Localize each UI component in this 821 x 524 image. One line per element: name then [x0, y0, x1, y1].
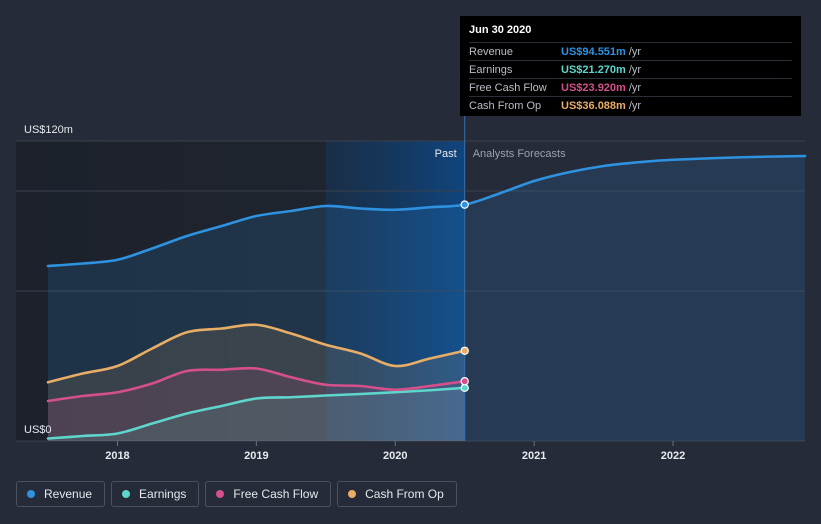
legend-label: Free Cash Flow: [233, 487, 319, 501]
legend-dot-icon: [216, 490, 225, 498]
x-tick-label: 2018: [105, 450, 129, 462]
earnings-line: [46, 386, 466, 440]
tooltip-value: US$23.920m: [561, 81, 626, 94]
revenue-line: [46, 154, 807, 268]
tooltip-label: Earnings: [469, 63, 513, 76]
free-cash-flow-line: [46, 366, 466, 403]
tooltip-date: Jun 30 2020: [469, 24, 532, 36]
series-markers: [460, 200, 469, 393]
y-axis-top-label: US$120m: [24, 124, 73, 136]
tooltip-value: US$94.551m: [561, 45, 626, 58]
tooltip-row-cash-from-op: Cash From Op US$36.088m/yr: [469, 96, 792, 114]
legend-label: Earnings: [139, 487, 187, 501]
tooltip-label: Cash From Op: [469, 99, 542, 112]
tooltip-row-earnings: Earnings US$21.270m/yr: [469, 60, 792, 78]
tooltip-unit: /yr: [628, 63, 642, 76]
tooltip-value: US$36.088m: [561, 99, 626, 112]
chart: Past Analysts Forecasts US$120m US$0 201…: [16, 16, 807, 462]
tooltip-unit: /yr: [628, 99, 642, 112]
tooltip-label: Revenue: [469, 45, 514, 58]
tooltip-value: US$21.270m: [561, 63, 626, 76]
legend-item-earnings[interactable]: Earnings: [111, 481, 200, 507]
analysts-forecasts-label: Analysts Forecasts: [473, 148, 566, 160]
legend-item-cash-from-op[interactable]: Cash From Op: [337, 481, 457, 507]
tooltip: Jun 30 2020 Revenue US$94.551m/yr Earnings…: [460, 16, 801, 116]
y-axis-bottom-label: US$0: [24, 424, 52, 436]
tooltip-row-revenue: Revenue US$94.551m/yr: [469, 42, 792, 60]
x-tick-label: 2020: [383, 450, 407, 462]
legend-label: Cash From Op: [365, 487, 444, 501]
legend-item-revenue[interactable]: Revenue: [16, 481, 106, 507]
free-cash-flow-point[interactable]: [460, 377, 469, 386]
x-tick-label: 2021: [522, 450, 546, 462]
earnings-area: [48, 387, 465, 441]
legend-dot-icon: [27, 490, 35, 498]
legend-label: Revenue: [44, 487, 93, 501]
cash-from-op-line: [46, 323, 466, 384]
legend-item-free-cash-flow[interactable]: Free Cash Flow: [205, 481, 332, 507]
past-label: Past: [435, 148, 457, 160]
tooltip-label: Free Cash Flow: [469, 81, 547, 94]
tooltip-row-free-cash-flow: Free Cash Flow US$23.920m/yr: [469, 78, 792, 96]
x-axis: 2018 2019 2020 2021 2022: [105, 441, 685, 462]
tooltip-unit: /yr: [628, 45, 642, 58]
cash-from-op-point[interactable]: [460, 346, 469, 355]
x-tick-label: 2019: [244, 450, 268, 462]
legend-dot-icon: [122, 490, 131, 498]
x-tick-label: 2022: [661, 450, 685, 462]
tooltip-unit: /yr: [628, 81, 642, 94]
legend: Revenue Earnings Free Cash Flow Cash From O…: [16, 481, 457, 507]
revenue-point[interactable]: [460, 200, 469, 209]
series-lines: [46, 154, 807, 440]
legend-dot-icon: [348, 490, 357, 498]
